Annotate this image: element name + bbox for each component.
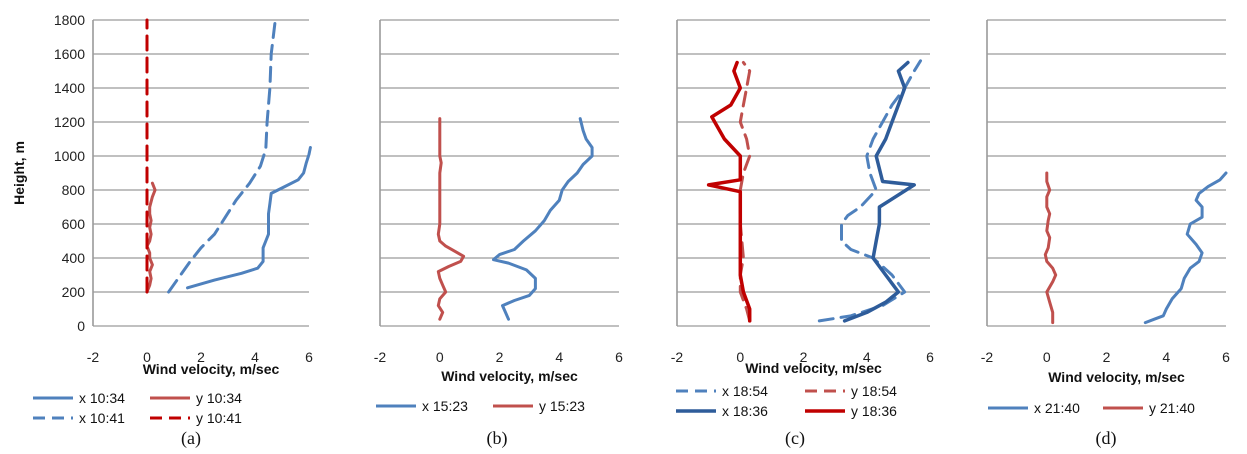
x-axis-title: Wind velocity, m/sec bbox=[745, 360, 882, 376]
legend-label: x 18:36 bbox=[722, 403, 768, 419]
chart-panel-3: -2 0 2 4 6 Wind velocity, m/sec x 18:54 y 18:54… bbox=[671, 19, 934, 449]
y-tick-label: 400 bbox=[62, 250, 86, 266]
series-line-x-15-23 bbox=[492, 117, 594, 321]
x-tick-label: 2 bbox=[800, 349, 808, 365]
y-tick-label: 200 bbox=[62, 284, 86, 300]
x-tick-label: 4 bbox=[863, 349, 871, 365]
x-tick-label: 4 bbox=[555, 349, 563, 365]
x-tick-label: 6 bbox=[615, 349, 623, 365]
legend-label: y 10:34 bbox=[196, 390, 242, 406]
y-tick-label: 1200 bbox=[54, 114, 85, 130]
y-axis-title: Height, m bbox=[11, 141, 27, 205]
x-tick-label: 0 bbox=[436, 349, 444, 365]
legend-label: x 10:41 bbox=[79, 410, 125, 426]
x-tick-label: 0 bbox=[1043, 349, 1051, 365]
x-tick-label: -2 bbox=[671, 349, 684, 365]
panel-caption: (c) bbox=[785, 428, 805, 449]
legend-label: x 10:34 bbox=[79, 390, 125, 406]
series-line-x-18-54 bbox=[817, 59, 922, 323]
legend-label: y 15:23 bbox=[539, 398, 585, 414]
series-line-x-10-34 bbox=[186, 146, 312, 290]
legend-label: x 21:40 bbox=[1034, 400, 1080, 416]
legend-label: y 18:36 bbox=[851, 403, 897, 419]
legend-label: y 18:54 bbox=[851, 383, 897, 399]
y-tick-label: 1800 bbox=[54, 12, 85, 28]
x-tick-label: 0 bbox=[736, 349, 744, 365]
x-tick-label: 4 bbox=[251, 349, 259, 365]
series-line-y-15-23 bbox=[436, 117, 466, 321]
x-tick-label: 2 bbox=[1103, 349, 1111, 365]
x-tick-label: -2 bbox=[981, 349, 994, 365]
x-axis-title: Wind velocity, m/sec bbox=[441, 368, 578, 384]
x-tick-label: 6 bbox=[305, 349, 313, 365]
y-tick-label: 1400 bbox=[54, 80, 85, 96]
series-line-y-21-40 bbox=[1043, 171, 1058, 325]
x-tick-label: 2 bbox=[496, 349, 504, 365]
y-tick-label: 1000 bbox=[54, 148, 85, 164]
panel-caption: (a) bbox=[181, 428, 201, 449]
x-axis-title: Wind velocity, m/sec bbox=[1048, 369, 1185, 385]
y-tick-label: 800 bbox=[62, 182, 86, 198]
x-tick-label: 6 bbox=[1222, 349, 1230, 365]
y-tick-label: 0 bbox=[77, 318, 85, 334]
x-tick-label: 2 bbox=[197, 349, 205, 365]
series-line-y-18-54 bbox=[738, 61, 752, 323]
chart-panel-4: -2 0 2 4 6 Wind velocity, m/sec x 21:40 y 21:40… bbox=[981, 19, 1230, 449]
x-tick-label: 0 bbox=[143, 349, 151, 365]
series-line-x-21-40 bbox=[1143, 171, 1228, 325]
series-line-x-18-36 bbox=[842, 60, 916, 323]
legend-label: y 21:40 bbox=[1149, 400, 1195, 416]
y-tick-label: 600 bbox=[62, 216, 86, 232]
series-line-y-18-36 bbox=[706, 60, 752, 323]
legend-label: x 18:54 bbox=[722, 383, 768, 399]
chart-panel-2: -2 0 2 4 6 Wind velocity, m/sec x 15:23 y 15:23… bbox=[374, 19, 623, 449]
panel-caption: (b) bbox=[487, 428, 508, 449]
x-axis-title: Wind velocity, m/sec bbox=[143, 361, 280, 377]
chart-panel-1: 0 200 400 600 800 1000 1200 1400 1600 1800 Height,… bbox=[11, 12, 313, 449]
x-tick-label: -2 bbox=[87, 349, 100, 365]
y-tick-label: 1600 bbox=[54, 46, 85, 62]
x-tick-label: 6 bbox=[926, 349, 934, 365]
series-line-y-10-34 bbox=[145, 181, 157, 294]
x-tick-label: -2 bbox=[374, 349, 387, 365]
legend-label: x 15:23 bbox=[422, 398, 468, 414]
x-tick-label: 4 bbox=[1162, 349, 1170, 365]
panel-caption: (d) bbox=[1096, 428, 1117, 449]
series-line-x-10-41 bbox=[167, 18, 277, 294]
legend-label: y 10:41 bbox=[196, 410, 242, 426]
